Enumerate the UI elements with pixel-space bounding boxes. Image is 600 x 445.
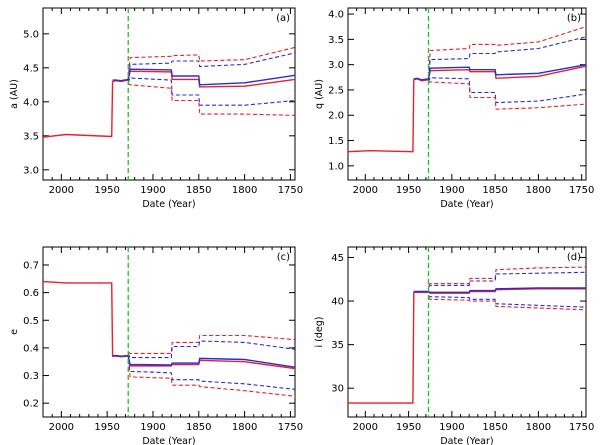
x-tick-label: 1800 xyxy=(232,422,257,433)
y-tick-label: 0.7 xyxy=(23,260,39,271)
series-line-dashed xyxy=(127,46,295,79)
x-tick-label: 1750 xyxy=(569,185,594,196)
y-tick-label: 2.5 xyxy=(328,85,344,96)
x-axis-label: Date (Year) xyxy=(440,436,493,445)
series-group xyxy=(348,266,586,404)
y-tick-label: 5.0 xyxy=(23,29,39,40)
x-tick-label: 1750 xyxy=(278,185,303,196)
y-tick-label: 0.4 xyxy=(23,343,39,354)
x-tick-label: 2000 xyxy=(49,422,74,433)
y-axis-label: a (AU) xyxy=(9,79,20,109)
x-tick-label: 1900 xyxy=(439,422,464,433)
y-tick-label: 4.0 xyxy=(328,10,344,21)
series-line-dashed xyxy=(127,358,295,390)
series-line-dashed xyxy=(428,271,586,288)
x-tick-label: 1750 xyxy=(278,422,303,433)
x-axis-label: Date (Year) xyxy=(142,199,195,210)
series-line xyxy=(413,287,586,293)
x-tick-label: 1850 xyxy=(186,422,211,433)
series-line-dashed xyxy=(428,295,586,308)
y-tick-label: 40 xyxy=(331,297,344,308)
y-tick-label: 0.5 xyxy=(23,316,39,327)
x-tick-label: 1850 xyxy=(482,185,507,196)
plot-frame xyxy=(42,7,296,181)
series-line-dashed xyxy=(428,81,586,110)
x-tick-label: 1850 xyxy=(186,185,211,196)
x-tick-label: 1800 xyxy=(526,185,551,196)
y-axis-label: q (AU) xyxy=(314,79,325,109)
y-tick-label: 30 xyxy=(331,384,344,395)
series-line-dashed xyxy=(127,334,295,354)
panel-tag: (c) xyxy=(277,252,290,263)
x-tick-label: 2000 xyxy=(49,185,74,196)
series-line-dashed xyxy=(427,36,586,78)
y-tick-label: 2.0 xyxy=(328,111,344,122)
series-group xyxy=(348,26,586,153)
x-tick-label: 1900 xyxy=(439,185,464,196)
x-axis-label: Date (Year) xyxy=(440,199,493,210)
plot-frame xyxy=(347,246,587,418)
x-tick-label: 1950 xyxy=(94,185,119,196)
x-tick-label: 1900 xyxy=(140,185,165,196)
series-line-dashed xyxy=(427,77,586,104)
x-tick-label: 1850 xyxy=(482,422,507,433)
y-tick-label: 3.5 xyxy=(328,35,344,46)
panel-tag: (d) xyxy=(567,252,581,263)
y-tick-label: 4.0 xyxy=(23,97,39,108)
series-line-dashed xyxy=(428,297,586,311)
y-tick-label: 1.0 xyxy=(328,161,344,172)
series-line-dashed xyxy=(127,77,295,106)
x-axis-label: Date (Year) xyxy=(142,436,195,445)
y-tick-label: 0.3 xyxy=(23,371,39,382)
series-line xyxy=(112,68,295,86)
y-tick-label: 1.5 xyxy=(328,136,344,147)
x-tick-label: 1750 xyxy=(569,422,594,433)
series-line-dashed xyxy=(127,52,295,82)
y-tick-label: 45 xyxy=(331,253,344,264)
chart-panel: 2000 1950 1900 1850 1800 1750 30 35 40 45 Date (Ye… xyxy=(314,246,594,445)
series-line-dashed xyxy=(127,360,295,397)
chart-panel: 2000 1950 1900 1850 1800 1750 0.2 0.3 0.4 0.5 0.6 0… xyxy=(9,246,303,445)
series-group xyxy=(43,46,295,138)
series-line-dashed xyxy=(428,266,586,286)
series-line xyxy=(43,280,295,370)
y-tick-label: 3.0 xyxy=(328,60,344,71)
y-tick-label: 35 xyxy=(331,340,344,351)
x-tick-label: 1800 xyxy=(232,185,257,196)
x-tick-label: 1800 xyxy=(526,422,551,433)
x-tick-label: 1950 xyxy=(396,185,421,196)
series-line-dashed xyxy=(127,340,295,359)
x-tick-label: 2000 xyxy=(353,185,378,196)
x-tick-label: 2000 xyxy=(353,422,378,433)
y-tick-label: 4.5 xyxy=(23,63,39,74)
y-tick-label: 3.5 xyxy=(23,131,39,142)
panel-tag: (b) xyxy=(567,13,581,24)
chart-panel: 2000 1950 1900 1850 1800 1750 3.0 3.5 4.0 4.5 5.0 D… xyxy=(9,7,303,210)
series-line-dashed xyxy=(427,26,586,77)
y-axis-label: i (deg) xyxy=(314,317,325,348)
plot-frame xyxy=(42,246,296,418)
y-tick-label: 0.6 xyxy=(23,288,39,299)
x-tick-label: 1950 xyxy=(396,422,421,433)
series-group xyxy=(43,280,295,397)
series-line xyxy=(413,64,586,81)
y-tick-label: 0.2 xyxy=(23,399,39,410)
x-tick-label: 1950 xyxy=(94,422,119,433)
plot-frame xyxy=(347,7,587,181)
chart-panel: 2000 1950 1900 1850 1800 1750 1.0 1.5 2.0 2.5 3.0 3… xyxy=(314,7,594,210)
x-tick-label: 1900 xyxy=(140,422,165,433)
series-line-dashed xyxy=(127,83,295,116)
y-tick-label: 3.0 xyxy=(23,165,39,176)
y-axis-label: e xyxy=(9,329,20,335)
panel-tag: (a) xyxy=(276,13,290,24)
series-line xyxy=(112,354,295,368)
